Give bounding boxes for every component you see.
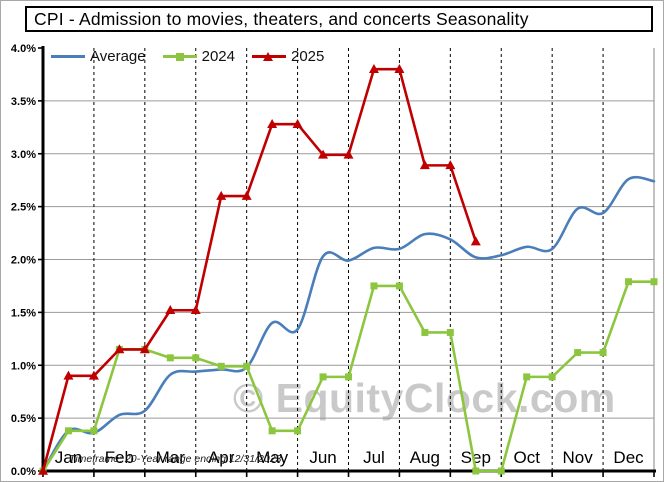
month-label: Apr (208, 448, 235, 467)
month-label: Oct (513, 448, 540, 467)
series-2025-marker (343, 149, 354, 159)
month-label: May (256, 448, 289, 467)
month-label: Jul (363, 448, 385, 467)
series-average-line (41, 175, 656, 473)
series-2025-marker (470, 236, 481, 246)
series-2024-marker (166, 354, 174, 362)
series-2025-marker (139, 344, 150, 354)
y-tick-label: 1.5% (11, 307, 36, 319)
timeframe-note: Timeframe: 20-Year range ending 12/31/20… (69, 453, 282, 465)
month-label: Aug (410, 448, 440, 467)
legend-label-2025: 2025 (290, 48, 325, 65)
series-2025-marker (190, 305, 201, 315)
legend-label-average: Average (90, 48, 146, 65)
chart-legend: Average 2024 2025 (51, 48, 324, 65)
series-2024-marker (497, 467, 505, 475)
series-2025-marker (394, 63, 405, 73)
legend-label-2024: 2024 (201, 48, 235, 65)
equityclock-watermark: © EquityClock.com (233, 375, 616, 421)
series-2025-marker (216, 190, 227, 200)
series-2025-marker (165, 305, 176, 315)
month-label: Feb (105, 448, 134, 467)
series-2024-marker (294, 427, 302, 435)
series-2025-marker (38, 465, 48, 475)
legend-item-2025: 2025 (251, 48, 325, 65)
legend-item-2024: 2024 (162, 48, 235, 65)
series-2024-marker (395, 282, 403, 290)
y-tick-label: 0.0% (11, 466, 36, 478)
series-2025-marker (368, 63, 379, 73)
series-2024-marker (319, 373, 327, 381)
month-label: Nov (563, 448, 594, 467)
series-2025-marker (63, 370, 74, 380)
series-2025-marker (267, 118, 278, 128)
y-tick-label: 3.5% (11, 96, 36, 108)
month-label: Jun (309, 448, 336, 467)
y-tick-label: 0.5% (11, 413, 36, 425)
month-label: Sep (461, 448, 491, 467)
chart-title: CPI - Admission to movies, theaters, and… (34, 8, 529, 29)
triangle-marker-icon (251, 51, 286, 61)
average-line-sample (51, 55, 85, 58)
y-tick-label: 1.0% (11, 360, 36, 372)
chart-title-box: CPI - Admission to movies, theaters, and… (25, 6, 653, 32)
month-label: Jan (55, 448, 82, 467)
series-2024-marker (472, 467, 480, 475)
month-label: Dec (613, 448, 644, 467)
series-2024-marker (345, 373, 352, 381)
month-label: Mar (156, 448, 186, 467)
series-2024-marker (217, 362, 225, 370)
series-2024-marker (64, 427, 72, 435)
series-2025-marker (241, 190, 252, 200)
series-2025-line (41, 67, 478, 473)
series-2025-marker (419, 160, 430, 170)
series-2025-marker (292, 118, 303, 128)
series-2024-marker (370, 282, 378, 290)
series-2025-marker (88, 370, 99, 380)
series-2024-marker (650, 278, 658, 286)
series-2025-marker (114, 344, 125, 354)
series-2024-marker (90, 427, 98, 435)
y-tick-label: 2.0% (11, 255, 36, 267)
y-tick-label: 4.0% (11, 43, 36, 55)
square-marker-icon (162, 52, 197, 61)
series-2025-marker (318, 149, 329, 159)
series-2024-marker (523, 373, 531, 381)
y-tick-label: 2.5% (11, 202, 36, 214)
series-2025-marker (445, 160, 456, 170)
series-2024-marker (599, 349, 607, 357)
series-2024-marker (446, 328, 454, 336)
series-2024-marker (548, 373, 556, 381)
series-2024-marker (268, 427, 276, 435)
series-2024-marker (421, 328, 429, 336)
series-2024-marker (625, 278, 633, 286)
y-tick-label: 3.0% (11, 149, 36, 161)
series-2024-marker (243, 362, 251, 370)
series-2024-marker (192, 354, 200, 362)
series-2024-marker (574, 349, 582, 357)
legend-item-average: Average (51, 48, 146, 65)
